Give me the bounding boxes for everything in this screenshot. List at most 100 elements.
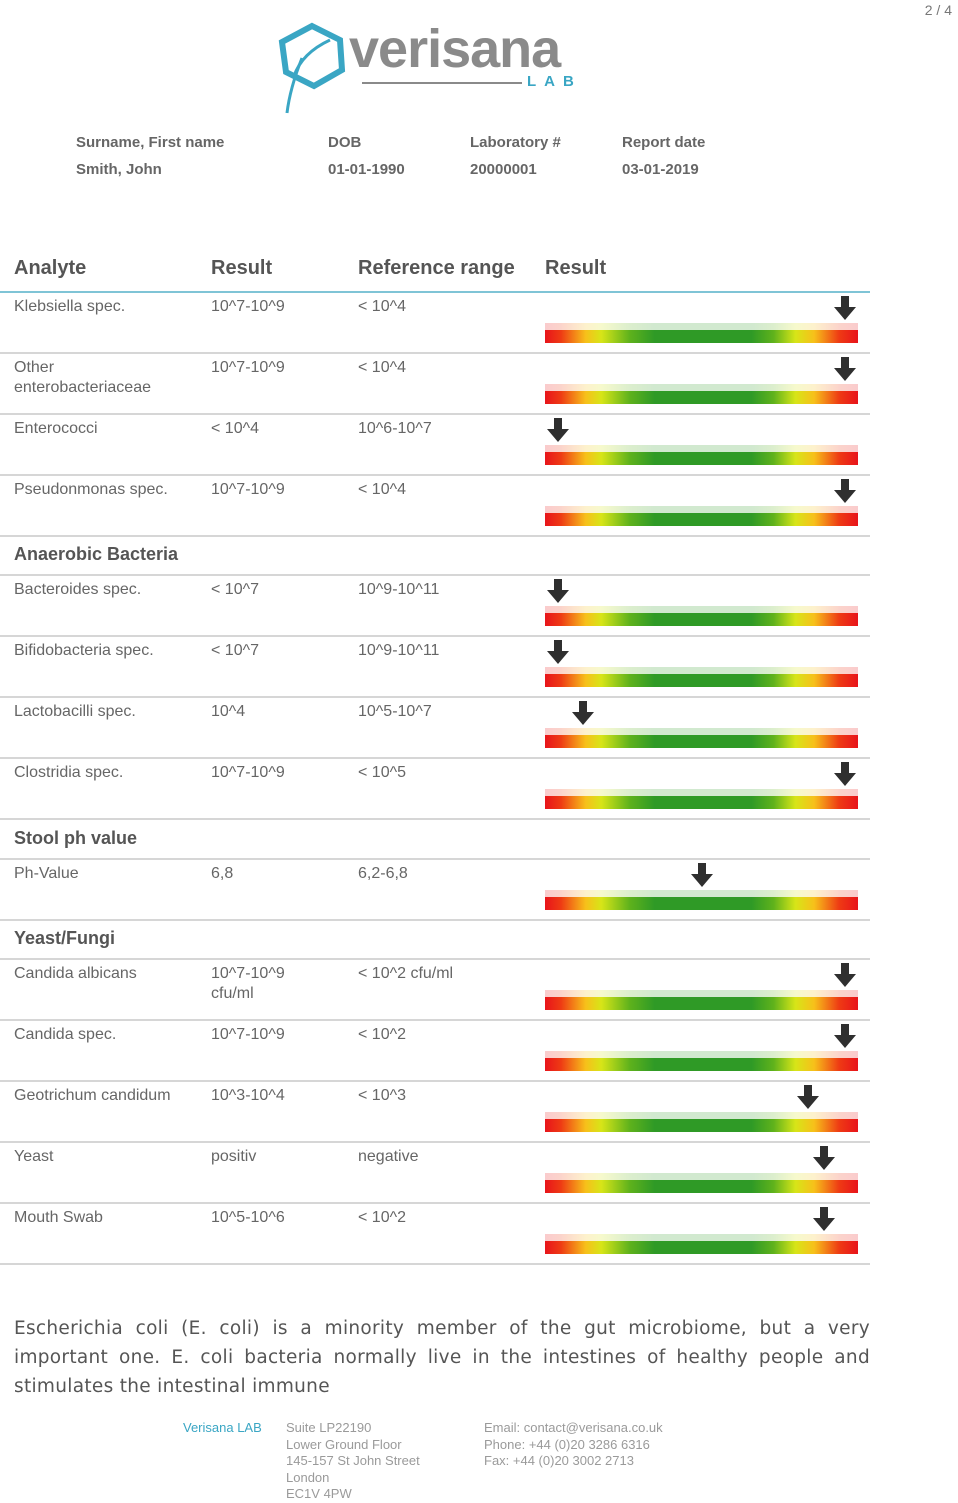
email-link[interactable]: Email: contact@verisana.co.uk	[484, 1420, 663, 1435]
result-gauge-bar	[545, 1234, 858, 1254]
result-marker-arrow-icon	[834, 479, 857, 503]
result-value: 6,8	[211, 865, 234, 882]
result-marker-arrow-icon	[796, 1085, 819, 1109]
analyte-name: Enterococci	[14, 420, 98, 437]
table-row: Bacteroides spec. < 10^7 10^9-10^11	[0, 575, 870, 637]
table-row: Other enterobacteriaceae 10^7-10^9 < 10^4	[0, 353, 870, 415]
result-value: 10^7-10^9 cfu/ml	[211, 965, 285, 1002]
header-result: Result	[211, 257, 273, 279]
analyte-name: Pseudonmonas spec.	[14, 481, 168, 498]
table-row: Pseudonmonas spec. 10^7-10^9 < 10^4	[0, 475, 870, 537]
result-value: < 10^7	[211, 642, 259, 659]
table-row: Ph-Value 6,8 6,2-6,8	[0, 859, 870, 921]
table-header: Analyte Result Reference range Result	[0, 255, 870, 293]
dob-value: 01-01-1990	[328, 161, 405, 178]
result-marker-arrow-icon	[834, 296, 857, 320]
info-paragraph: Escherichia coli (E. coli) is a minority…	[14, 1318, 870, 1397]
result-gauge-bar	[545, 1112, 858, 1132]
result-marker-arrow-icon	[834, 762, 857, 786]
patient-name-block: Surname, First name Smith, John	[76, 134, 224, 178]
analyte-name: Bacteroides spec.	[14, 581, 142, 598]
result-gauge-bar	[545, 990, 858, 1010]
table-row: Clostridia spec. 10^7-10^9 < 10^5	[0, 758, 870, 820]
result-value: 10^7-10^9	[211, 298, 285, 315]
analyte-name: Klebsiella spec.	[14, 298, 126, 315]
analyte-name: Geotrichum candidum	[14, 1087, 171, 1104]
result-marker-arrow-icon	[834, 1024, 857, 1048]
report-date: 03-01-2019	[622, 161, 699, 178]
result-value: < 10^7	[211, 581, 259, 598]
address-line: EC1V 4PW	[286, 1486, 352, 1501]
result-value: 10^7-10^9	[211, 481, 285, 498]
table-row: Candida spec. 10^7-10^9 < 10^2	[0, 1020, 870, 1082]
analyte-name: Yeast	[14, 1148, 54, 1165]
address-line: Lower Ground Floor	[286, 1436, 402, 1452]
name-label: Surname, First name	[76, 134, 225, 151]
reference-range: 10^5-10^7	[358, 703, 432, 720]
analyte-name: Ph-Value	[14, 865, 79, 882]
table-row: Bifidobacteria spec. < 10^7 10^9-10^11	[0, 636, 870, 698]
reference-range: < 10^4	[358, 359, 406, 376]
result-marker-arrow-icon	[546, 418, 569, 442]
result-gauge-bar	[545, 890, 858, 910]
reference-range: < 10^2	[358, 1209, 406, 1226]
table-row: Candida albicans 10^7-10^9 cfu/ml < 10^2 c…	[0, 959, 870, 1021]
header-reference-range: Reference range	[358, 257, 515, 279]
result-marker-arrow-icon	[546, 640, 569, 664]
result-marker-arrow-icon	[546, 579, 569, 603]
footer-contact: Email: contact@verisana.co.uk Phone: +44…	[484, 1420, 663, 1470]
table-row: Yeast positiv negative	[0, 1142, 870, 1204]
section-title: Stool ph value	[14, 828, 138, 848]
result-gauge-bar	[545, 445, 858, 465]
table-row: Mouth Swab 10^5-10^6 < 10^2	[0, 1203, 870, 1265]
reference-range: < 10^4	[358, 481, 406, 498]
result-value: 10^7-10^9	[211, 359, 285, 376]
reference-range: < 10^4	[358, 298, 406, 315]
phone-text: Phone: +44 (0)20 3286 6316	[484, 1436, 650, 1452]
result-value: < 10^4	[211, 420, 259, 437]
reference-range: 10^6-10^7	[358, 420, 432, 437]
result-marker-arrow-icon	[812, 1207, 835, 1231]
logo-divider	[362, 82, 522, 84]
logo-lab-text: LAB	[527, 73, 582, 90]
analyte-name: Candida spec.	[14, 1026, 117, 1043]
dob-label: DOB	[328, 134, 362, 151]
lab-number-block: Laboratory # 20000001	[470, 134, 561, 178]
dob-block: DOB 01-01-1990	[328, 134, 405, 178]
result-marker-arrow-icon	[571, 701, 594, 725]
result-gauge-bar	[545, 606, 858, 626]
reference-range: 10^9-10^11	[358, 581, 440, 598]
section-title: Yeast/Fungi	[14, 928, 116, 948]
analyte-name: Clostridia spec.	[14, 764, 124, 781]
analyte-name: Other enterobacteriaceae	[14, 359, 151, 396]
result-gauge-bar	[545, 323, 858, 343]
result-gauge-bar	[545, 506, 858, 526]
analyte-name: Mouth Swab	[14, 1209, 103, 1226]
result-value: 10^4	[211, 703, 246, 720]
patient-name: Smith, John	[76, 161, 162, 178]
result-value: positiv	[211, 1148, 257, 1165]
header-analyte: Analyte	[14, 257, 87, 279]
verisana-logo: verisana LAB	[272, 18, 592, 118]
reference-range: < 10^3	[358, 1087, 406, 1104]
result-marker-arrow-icon	[834, 963, 857, 987]
result-gauge-bar	[545, 789, 858, 809]
reference-range: 6,2-6,8	[358, 865, 408, 882]
result-gauge-bar	[545, 728, 858, 748]
lab-label: Laboratory #	[470, 134, 561, 151]
table-row: Geotrichum candidum 10^3-10^4 < 10^3	[0, 1081, 870, 1143]
address-line: 145-157 St John Street	[286, 1453, 420, 1468]
footer-address: Suite LP22190 Lower Ground Floor 145-157…	[286, 1420, 420, 1503]
result-value: 10^7-10^9	[211, 1026, 285, 1043]
analyte-name: Candida albicans	[14, 965, 137, 982]
address-line: Suite LP22190	[286, 1420, 372, 1435]
reference-range: negative	[358, 1148, 419, 1165]
result-gauge-bar	[545, 667, 858, 687]
table-row: Lactobacilli spec. 10^4 10^5-10^7	[0, 697, 870, 759]
reference-range: < 10^5	[358, 764, 406, 781]
address-line: London	[286, 1469, 330, 1485]
reference-range: 10^9-10^11	[358, 642, 440, 659]
section-header: Anaerobic Bacteria	[0, 536, 870, 576]
fax-text: Fax: +44 (0)20 3002 2713	[484, 1453, 634, 1468]
result-value: 10^7-10^9	[211, 764, 285, 781]
